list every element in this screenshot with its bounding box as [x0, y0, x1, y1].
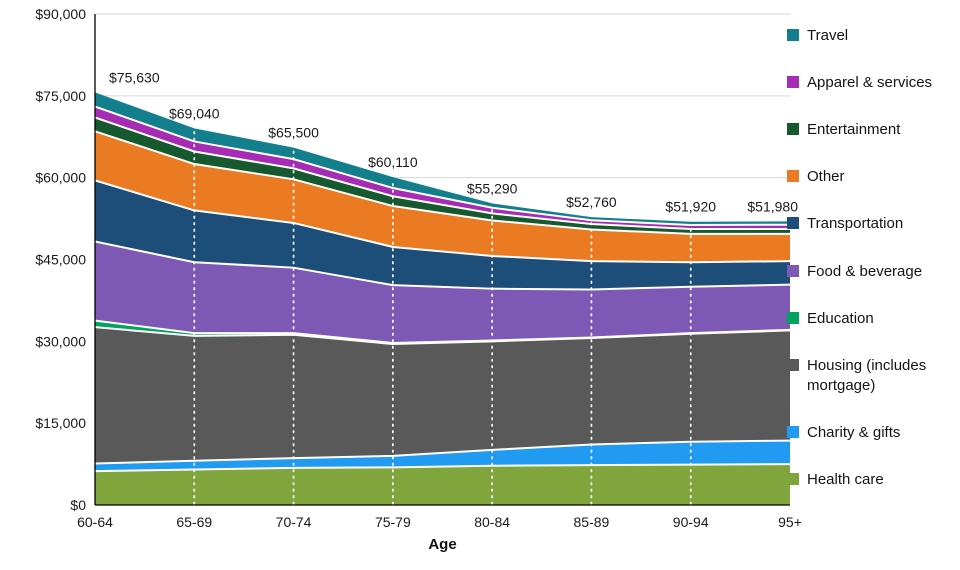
total-label: $52,760	[566, 194, 617, 210]
x-tick-label: 60-64	[77, 514, 113, 530]
legend-label-entertainment: Entertainment	[807, 121, 901, 139]
y-tick-label: $60,000	[35, 170, 86, 186]
x-tick-label: 85-89	[574, 514, 610, 530]
legend-item-education: Education	[787, 309, 960, 329]
legend-item-apparel-services: Apparel & services	[787, 73, 960, 93]
x-axis-title: Age	[428, 536, 457, 553]
legend-label-education: Education	[807, 309, 874, 327]
separator-line	[94, 130, 790, 235]
area-entertainment	[95, 117, 790, 234]
total-label: $69,040	[169, 105, 220, 121]
legend-swatch-housing-includes-mortgage	[787, 358, 799, 371]
legend-swatch-apparel-services	[787, 76, 799, 89]
legend-label-other: Other	[807, 168, 845, 186]
legend-item-travel: Travel	[787, 26, 960, 46]
area-other	[95, 131, 790, 263]
vertical-guides	[193, 130, 692, 505]
legend-item-charity-gifts: Charity & gifts	[787, 423, 960, 443]
legend-label-housing-includes-mortgage: Housing (includes mortgage)	[807, 356, 927, 394]
legend-swatch-entertainment	[787, 123, 799, 136]
legend-label-charity-gifts: Charity & gifts	[807, 423, 901, 441]
total-labels: $75,630 $69,040 $65,500 $60,110 $55,290 $52,7…	[109, 69, 798, 214]
area-housing-includes-mortgage	[95, 327, 790, 464]
chart-legend: Travel Apparel & services Entertainment Oth…	[787, 26, 960, 490]
legend-label-travel: Travel	[807, 27, 849, 44]
legend-swatch-health-care	[787, 472, 799, 485]
y-tick-label: $45,000	[35, 252, 86, 268]
legend-item-other: Other	[787, 167, 960, 187]
separator-line	[94, 463, 791, 473]
x-tick-label: 80-84	[474, 514, 510, 530]
legend-label-apparel-services: Apparel & services	[807, 74, 933, 92]
legend-swatch-other	[787, 170, 799, 183]
stacked-areas	[95, 92, 790, 505]
total-label: $60,110	[368, 154, 418, 170]
area-charity-gifts	[95, 440, 790, 472]
y-tick-label: $15,000	[35, 415, 86, 431]
total-label: $51,980	[747, 198, 798, 214]
legend-item-entertainment: Entertainment	[787, 120, 960, 140]
separator-line	[94, 116, 790, 230]
y-tick-label: $0	[70, 497, 86, 513]
x-tick-label: 95+	[778, 514, 802, 530]
total-label: $51,920	[665, 199, 716, 215]
separator-line	[94, 319, 791, 344]
total-label: $75,630	[109, 69, 160, 85]
legend-swatch-education	[787, 311, 799, 324]
legend-label-health-care: Health care	[807, 470, 884, 488]
x-tick-labels: 60-64 65-69 70-74 75-79 80-84 85-89 90-94 95+	[77, 514, 802, 530]
y-tick-label: $75,000	[35, 88, 86, 104]
legend-label-food-beverage: Food & beverage	[807, 262, 923, 280]
legend-swatch-transportation	[787, 217, 799, 230]
x-tick-label: 65-69	[176, 514, 212, 530]
area-health-care	[95, 464, 790, 505]
legend-item-food-beverage: Food & beverage	[787, 262, 960, 282]
x-tick-label: 70-74	[276, 514, 312, 530]
x-tick-label: 90-94	[673, 514, 709, 530]
legend-item-transportation: Transportation	[787, 214, 960, 234]
separator-line	[94, 240, 791, 291]
legend-swatch-travel	[787, 29, 799, 41]
separator-line	[94, 105, 791, 227]
legend-swatch-food-beverage	[787, 264, 799, 277]
y-tick-label: $30,000	[35, 333, 86, 349]
legend-swatch-charity-gifts	[787, 425, 799, 438]
total-label: $55,290	[467, 180, 518, 196]
y-tick-label: $90,000	[35, 6, 86, 22]
x-tick-label: 75-79	[375, 514, 411, 530]
legend-item-health-care: Health care	[787, 470, 960, 490]
total-label: $65,500	[268, 125, 319, 141]
legend-label-transportation: Transportation	[807, 215, 904, 233]
legend-item-housing-includes-mortgage: Housing (includes mortgage)	[787, 356, 960, 396]
layer-separators	[94, 105, 791, 473]
separator-line	[94, 179, 791, 264]
separator-line	[94, 439, 791, 465]
